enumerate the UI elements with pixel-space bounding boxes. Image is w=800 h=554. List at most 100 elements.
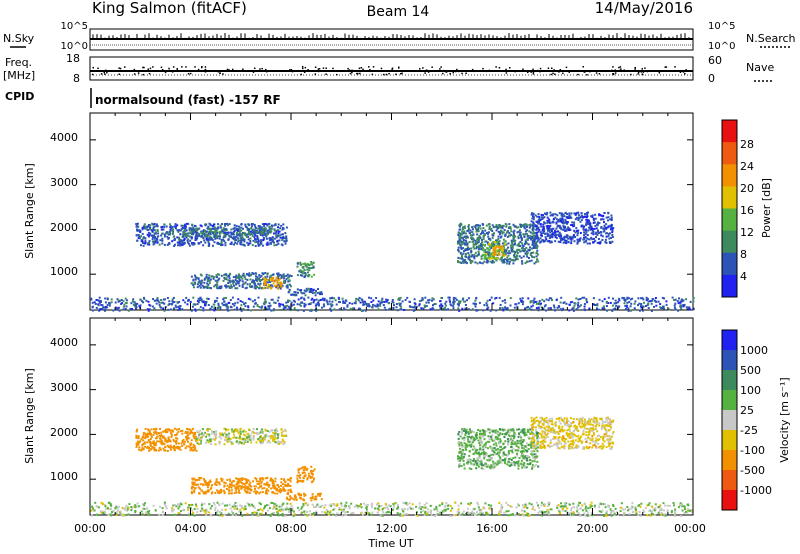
echo-cell (611, 229, 614, 232)
echo-cell (456, 260, 459, 263)
echo-cell (269, 277, 272, 280)
echo-cell (472, 245, 475, 248)
echo-cell (546, 211, 549, 214)
echo-cell (560, 228, 563, 231)
echo-cell (158, 304, 161, 306)
echo-cell (213, 241, 216, 244)
freq-dot (527, 71, 529, 74)
echo-cell (653, 299, 656, 302)
echo-cell (554, 216, 557, 219)
echo-cell (505, 225, 508, 228)
echo-cell (220, 242, 223, 245)
echo-cell (222, 279, 225, 282)
echo-cell (442, 307, 445, 310)
echo-cell (272, 431, 275, 434)
echo-cell (196, 237, 199, 240)
echo-cell (546, 232, 549, 235)
echo-cell (195, 229, 198, 232)
echo-cell (187, 241, 189, 244)
echo-cell (210, 230, 213, 233)
echo-cell (242, 430, 245, 433)
echo-cell (277, 285, 280, 288)
echo-cell (338, 298, 341, 300)
echo-cell (475, 309, 478, 312)
echo-cell (545, 225, 548, 228)
echo-cell (551, 214, 554, 217)
freq-dot (322, 67, 325, 69)
echo-cell (190, 275, 193, 278)
echo-cell (227, 433, 230, 436)
echo-cell (189, 449, 192, 452)
freq-dot (641, 73, 644, 76)
echo-cell (220, 240, 223, 243)
echo-cell (194, 225, 197, 228)
echo-cell (246, 438, 249, 441)
freq-dot (189, 72, 192, 75)
echo-cell (581, 216, 584, 219)
echo-cell (488, 228, 491, 231)
echo-cell (241, 479, 244, 481)
echo-cell (586, 222, 589, 225)
echo-cell (496, 254, 499, 257)
echo-cell (408, 300, 411, 303)
echo-cell (165, 232, 168, 235)
echo-cell (190, 282, 193, 285)
echo-cell (280, 481, 283, 484)
echo-cell (190, 236, 193, 239)
echo-cell (569, 235, 572, 238)
echo-cell (156, 228, 159, 231)
echo-cell (276, 442, 279, 444)
echo-cell (223, 432, 226, 435)
echo-cell (286, 485, 289, 488)
echo-cell (271, 491, 274, 494)
echo-cell (517, 248, 520, 251)
echo-cell (254, 485, 257, 488)
echo-cell (584, 215, 587, 218)
echo-cell (536, 245, 539, 248)
freq-dot (614, 69, 616, 71)
echo-cell (310, 261, 313, 263)
echo-cell (273, 244, 276, 247)
echo-cell (159, 239, 162, 242)
echo-cell (469, 229, 472, 232)
echo-cell (579, 298, 582, 300)
echo-cell (596, 229, 599, 232)
echo-cell (292, 299, 295, 302)
echo-cell (182, 235, 185, 238)
echo-cell (149, 226, 152, 229)
echo-cell (643, 301, 646, 304)
echo-cell (175, 442, 178, 445)
echo-cell (274, 441, 277, 444)
echo-cell (261, 229, 264, 232)
echo-cell (172, 228, 175, 231)
echo-cell (615, 304, 618, 307)
echo-cell (561, 220, 564, 223)
echo-cell (254, 272, 257, 275)
echo-cell (221, 243, 224, 246)
echo-cell (461, 452, 464, 455)
echo-cell (306, 467, 309, 470)
echo-cell (486, 257, 489, 260)
echo-cell (161, 225, 164, 228)
echo-cell (267, 281, 270, 284)
echo-cell (314, 497, 317, 500)
echo-cell (106, 306, 109, 309)
echo-cell (507, 431, 510, 434)
echo-cell (555, 299, 558, 302)
echo-cell (253, 223, 256, 226)
echo-cell (135, 430, 138, 433)
echo-cell (135, 436, 138, 439)
echo-cell (680, 298, 683, 301)
echo-cell (532, 239, 534, 242)
echo-cell (611, 309, 614, 312)
echo-cell (478, 238, 481, 241)
echo-cell (138, 448, 141, 451)
echo-cell (248, 433, 251, 436)
echo-cell (462, 241, 465, 244)
echo-cell (509, 297, 512, 300)
echo-cell (286, 496, 288, 499)
freq-dot (380, 67, 383, 70)
echo-cell (543, 221, 546, 224)
velocity-plot-area: 1000 2000 3000 4000 Slant Range [km] (23, 317, 694, 517)
